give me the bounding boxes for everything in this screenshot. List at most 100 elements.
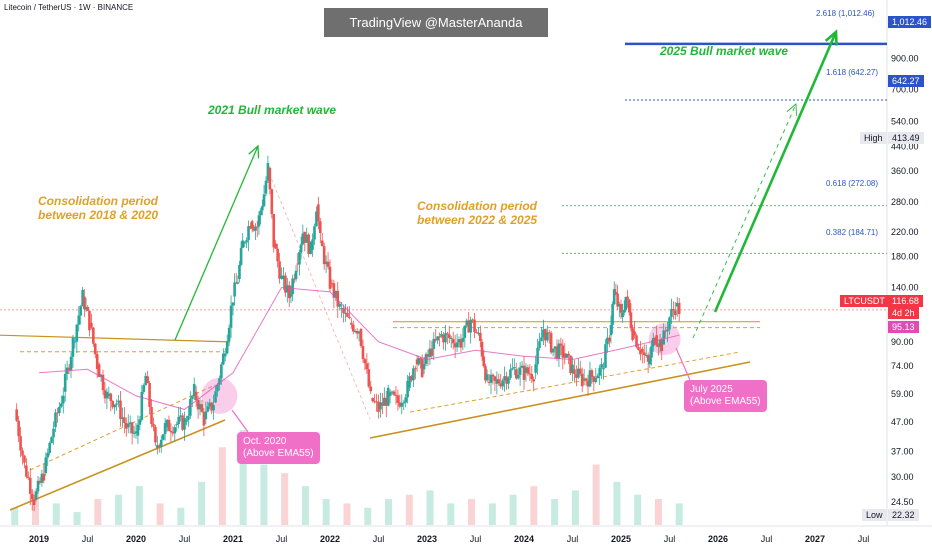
candle-body xyxy=(417,358,421,365)
candle-body xyxy=(549,333,553,353)
candle-body xyxy=(477,332,480,334)
wave-2025-arrow-head xyxy=(824,29,838,46)
candle-body xyxy=(513,367,516,369)
volume-bar xyxy=(218,447,226,525)
candle-body xyxy=(309,241,312,254)
candle-body xyxy=(571,364,574,374)
price-axis-tick-label: 360.00 xyxy=(891,166,919,176)
candle-body xyxy=(52,428,55,438)
candle-body xyxy=(408,376,411,388)
callout-oct-2020: Oct. 2020 (Above EMA55) xyxy=(237,432,320,464)
candle-body xyxy=(73,341,77,343)
volume-bar xyxy=(94,499,102,525)
candle-body xyxy=(54,412,57,428)
candle-body xyxy=(633,331,636,336)
ticker-tag[interactable]: LTCUSDT xyxy=(840,295,889,307)
last-price-tag[interactable]: 116.68 xyxy=(888,295,923,307)
candle-body xyxy=(90,322,93,328)
candle-body xyxy=(369,386,373,392)
candle-body xyxy=(241,240,244,248)
countdown-tag: 4d 2h xyxy=(888,307,919,319)
candle-body xyxy=(336,290,340,307)
price-axis-tick-label: 47.00 xyxy=(891,417,914,427)
candle-body xyxy=(303,231,307,243)
candle-body xyxy=(249,226,252,229)
candle-body xyxy=(282,275,285,279)
volume-bar xyxy=(135,486,143,525)
candle-body xyxy=(97,364,101,378)
candle-body xyxy=(119,400,122,420)
price-axis-tick-label: 900.00 xyxy=(891,53,919,63)
candle-body xyxy=(71,337,75,357)
volume-bar xyxy=(11,507,19,525)
ema55-curve xyxy=(38,286,680,410)
volume-bar xyxy=(426,490,434,525)
fib-1618-price-tag[interactable]: 642.27 xyxy=(888,75,924,87)
candle-body xyxy=(32,499,36,505)
candle-body xyxy=(626,296,629,300)
candle-body xyxy=(419,358,422,360)
candle-body xyxy=(604,344,607,368)
candle-body xyxy=(332,283,336,298)
volume-bar xyxy=(654,499,662,525)
candle-body xyxy=(307,234,310,254)
volume-bar xyxy=(73,512,81,525)
consolidation-2-line2: between 2022 & 2025 xyxy=(417,213,538,227)
candle-body xyxy=(670,308,673,318)
candle-body xyxy=(388,392,392,396)
time-axis-tick-label: Jul xyxy=(858,534,870,544)
candle-body xyxy=(489,374,493,383)
candle-body xyxy=(455,342,459,348)
candle-body xyxy=(161,434,165,440)
candle-body xyxy=(586,380,590,387)
candle-body xyxy=(218,378,221,385)
candle-body xyxy=(428,348,432,357)
fib-2618-price-tag[interactable]: 1,012.46 xyxy=(888,16,932,28)
candle-body xyxy=(573,369,576,375)
candle-body xyxy=(588,370,592,387)
ema-value-tag[interactable]: 95.13 xyxy=(888,321,919,333)
candle-body xyxy=(501,380,504,387)
candle-body xyxy=(189,398,192,416)
candle-body xyxy=(524,367,528,373)
candle-body xyxy=(361,346,365,360)
candle-body xyxy=(194,391,198,401)
candle-body xyxy=(344,312,347,314)
time-axis-tick-label: Jul xyxy=(179,534,191,544)
candle-body xyxy=(56,412,59,414)
candle-body xyxy=(280,275,283,279)
candle-body xyxy=(121,417,124,420)
fib-0618-label: 0.618 (272.08) xyxy=(826,179,879,188)
candle-body xyxy=(159,439,163,448)
candle-body xyxy=(373,401,376,403)
candle-body xyxy=(109,393,113,401)
volume-bar xyxy=(260,464,268,525)
time-axis-ticks: 2019 Jul 2020 Jul 2021 Jul 2022 Jul 2023 Jul 2024 J… xyxy=(29,534,869,544)
candle-body xyxy=(86,306,90,311)
candle-body xyxy=(233,282,236,297)
candle-body xyxy=(284,275,287,293)
candle-body xyxy=(156,445,159,448)
candle-body xyxy=(580,373,584,387)
price-axis-tick-label: 24.50 xyxy=(891,497,914,507)
candle-body xyxy=(672,308,675,311)
candle-body xyxy=(509,369,512,378)
candle-body xyxy=(291,278,294,295)
candle-body xyxy=(140,391,144,420)
price-axis-tick-label: 37.00 xyxy=(891,446,914,456)
candle-body xyxy=(359,328,363,347)
time-axis-tick-label: 2025 xyxy=(611,534,631,544)
volume-bars xyxy=(11,430,683,525)
symbol-info[interactable]: Litecoin / TetherUS · 1W · BINANCE xyxy=(4,3,134,12)
candle-body xyxy=(183,418,186,430)
candle-body xyxy=(250,221,254,229)
candle-body xyxy=(19,436,22,451)
callout-july-2025-line2: (Above EMA55) xyxy=(690,396,761,407)
candle-body xyxy=(534,364,537,373)
price-axis-tick-label: 30.00 xyxy=(891,472,914,482)
callout-connector-2020 xyxy=(231,409,249,433)
fib-1618-label: 1.618 (642.27) xyxy=(826,68,879,77)
candle-body xyxy=(522,365,526,380)
candle-body xyxy=(547,332,551,334)
